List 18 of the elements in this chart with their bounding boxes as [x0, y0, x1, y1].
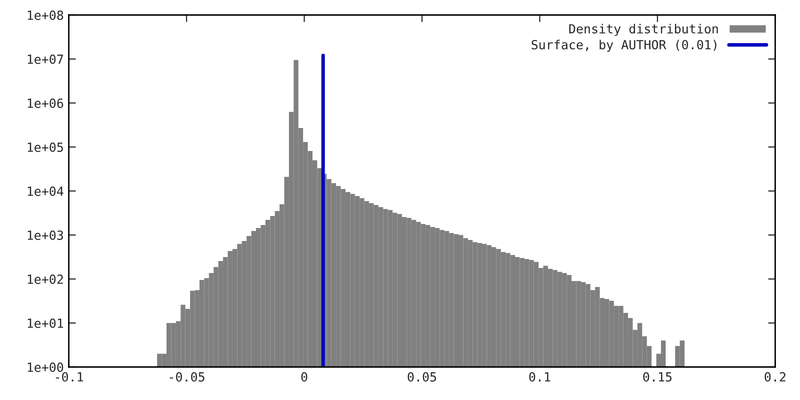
y-tick-label: 1e+04 [28, 186, 64, 196]
legend-label: Density distribution [569, 24, 718, 36]
y-tick-label: 1e+01 [28, 318, 64, 328]
y-tick-label: 1e+05 [28, 142, 63, 152]
x-tick-label: -0.05 [170, 372, 204, 382]
y-tick-label: 1e+03 [28, 230, 63, 240]
y-tick-label: 1e+00 [28, 362, 64, 372]
x-tick-label: 0.2 [764, 372, 786, 382]
y-tick-label: 1e+02 [28, 274, 63, 284]
y-tick-label: 1e+07 [28, 54, 63, 64]
x-tick-label: 0.15 [643, 372, 672, 382]
x-tick-label: -0.1 [56, 372, 84, 382]
x-tick-label: 0.05 [408, 372, 436, 382]
x-tick-label: 0 [301, 372, 308, 382]
y-tick-label: 1e+08 [28, 10, 64, 20]
x-tick-label: 0.1 [529, 372, 550, 382]
y-tick-label: 1e+06 [28, 98, 64, 108]
legend-label: Surface, by AUTHOR (0.01) [532, 40, 716, 52]
